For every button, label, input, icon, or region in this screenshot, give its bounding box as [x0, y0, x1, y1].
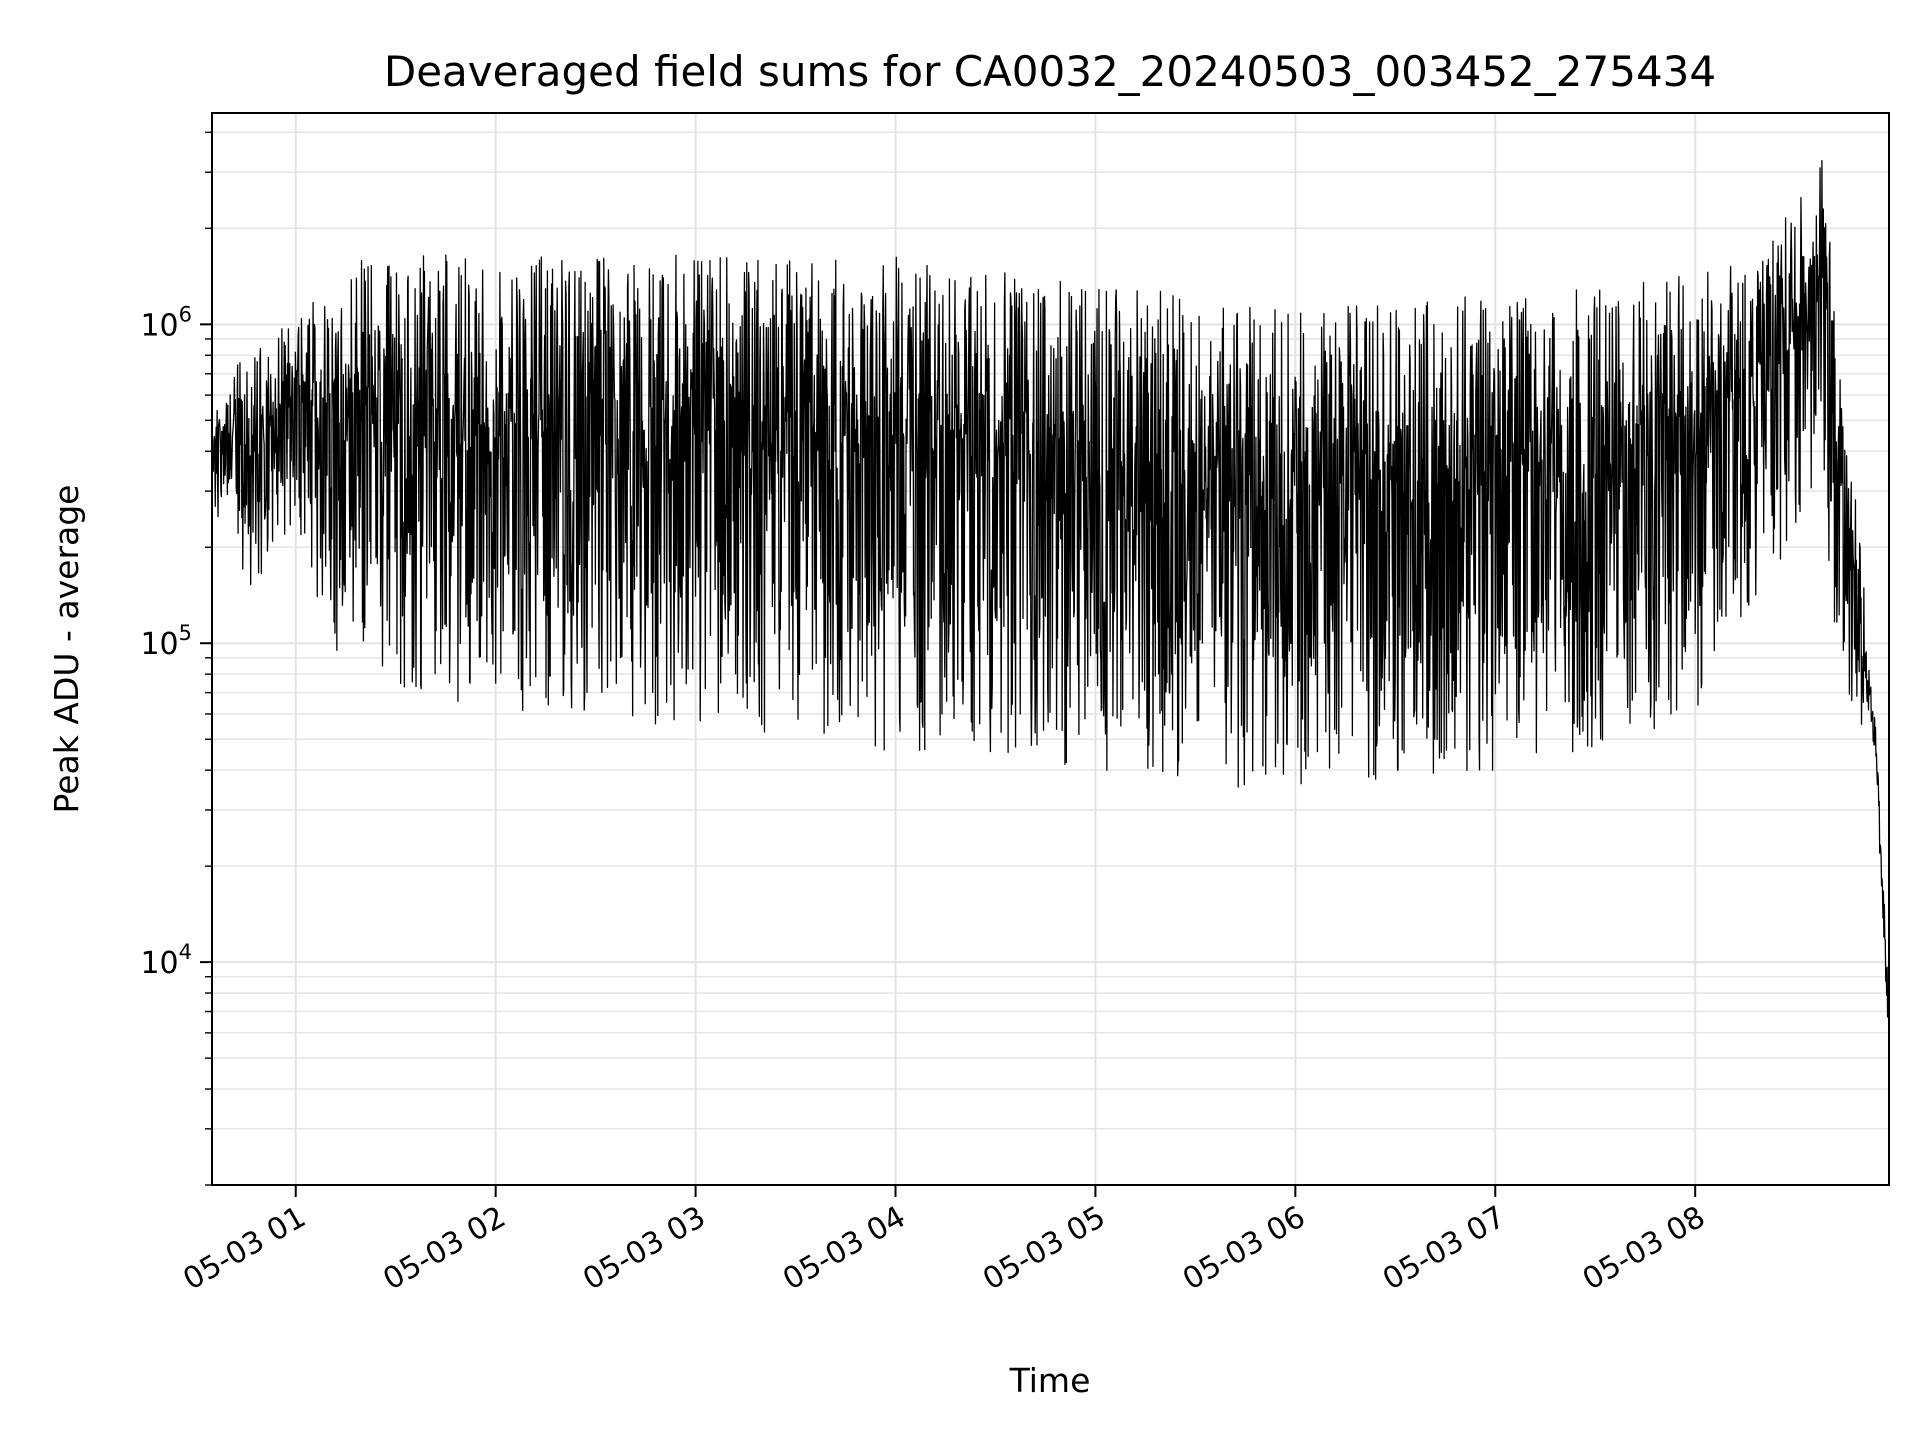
y-tick-exponent: 6 — [179, 302, 192, 326]
x-axis-label: Time — [1009, 1361, 1091, 1400]
y-tick-label: 105 — [140, 621, 192, 662]
series-polyline — [212, 159, 1889, 1018]
y-tick-label: 104 — [140, 940, 192, 981]
grid-major — [212, 113, 1889, 1185]
y-axis-label: Peak ADU - average — [47, 485, 86, 814]
plot-area — [212, 159, 1889, 1018]
y-tick-base: 10 — [140, 946, 178, 981]
axes-frame — [211, 112, 1890, 1186]
series-line — [212, 159, 1889, 1018]
y-tick-base: 10 — [140, 627, 178, 662]
chart-title: Deaveraged field sums for CA0032_2024050… — [384, 47, 1716, 96]
y-tick-base: 10 — [140, 308, 178, 343]
y-tick-label: 106 — [140, 302, 192, 343]
y-tick-exponent: 5 — [179, 621, 192, 645]
y-tick-exponent: 4 — [179, 940, 192, 964]
